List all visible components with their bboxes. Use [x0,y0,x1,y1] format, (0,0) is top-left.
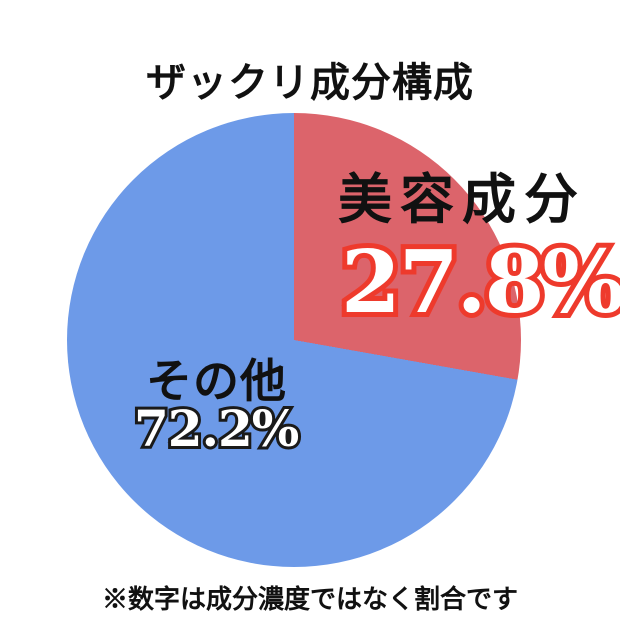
pie-chart [67,113,521,567]
chart-title: ザックリ成分構成 [146,59,474,106]
slice-value-other: 72.2% [134,404,299,455]
slice-value-beauty: 27.8% [341,240,620,327]
slice-label-beauty: 美容成分 [338,167,586,231]
slice-label-other: その他 [146,354,287,408]
chart-footnote: ※数字は成分濃度ではなく割合です [101,585,518,615]
